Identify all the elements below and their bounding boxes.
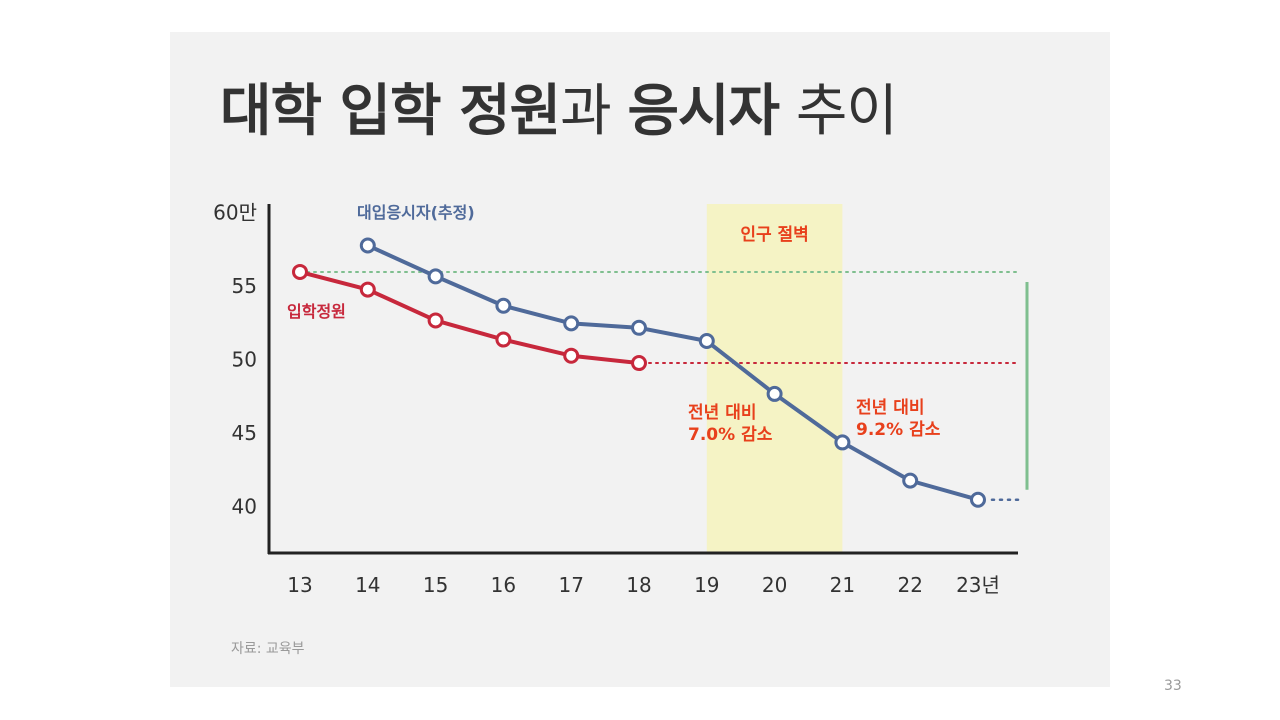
- quota-line: [299, 270, 640, 366]
- y-tick-label: 55: [232, 274, 257, 298]
- x-tick-label: 16: [491, 573, 516, 597]
- applicants-point: [766, 385, 783, 402]
- quota-point: [359, 281, 376, 298]
- y-tick-label: 45: [232, 421, 257, 445]
- page-number: 33: [1164, 678, 1182, 694]
- x-tick-label: 17: [558, 573, 583, 597]
- applicants-point: [495, 297, 512, 314]
- applicants-point: [631, 319, 647, 336]
- quota-point: [427, 312, 444, 329]
- quota-series-label: 입학정원: [287, 302, 346, 321]
- quota-point: [292, 263, 308, 280]
- y-tick-label: 40: [232, 495, 257, 519]
- annotation-line: 9.2% 감소: [856, 420, 941, 440]
- quota-point: [631, 355, 647, 372]
- x-tick-label: 13: [287, 573, 312, 597]
- decline-annotation: 전년 대비 7.0% 감소: [688, 403, 773, 445]
- population-cliff-band: [706, 204, 843, 554]
- annotation-line: 전년 대비: [688, 403, 756, 423]
- x-tick-label: 22: [897, 573, 922, 597]
- applicants-point: [563, 315, 580, 332]
- source-note: 자료: 교육부: [231, 641, 305, 657]
- applicants-point: [902, 472, 919, 489]
- title-part-applicants: 응시자: [627, 79, 780, 144]
- title-part-quota: 대학 입학 정원: [220, 79, 561, 144]
- quota-point: [495, 331, 512, 348]
- x-tick-label: 21: [830, 573, 855, 597]
- x-tick-label: 14: [355, 573, 380, 597]
- applicants-series-label: 대입응시자(추정): [357, 203, 475, 222]
- page-title: 대학 입학 정원과 응시자 추이: [220, 72, 898, 152]
- annotation-line: 7.0% 감소: [688, 425, 773, 445]
- x-tick-label: 23년: [956, 573, 1000, 597]
- x-tick-label: 20: [762, 573, 787, 597]
- decline-annotation: 전년 대비 9.2% 감소: [856, 398, 941, 440]
- x-tick-label: 15: [423, 573, 448, 597]
- y-tick-label: 60만: [213, 201, 257, 225]
- quota-point: [563, 347, 580, 364]
- applicants-point: [359, 237, 376, 254]
- x-tick-label: 18: [626, 573, 651, 597]
- y-tick-label: 50: [232, 348, 257, 372]
- band-label: 인구 절벽: [740, 224, 808, 245]
- title-part-and: 과: [560, 79, 628, 144]
- x-tick-label: 19: [694, 573, 719, 597]
- applicants-point: [698, 333, 715, 350]
- applicants-point: [970, 491, 986, 508]
- applicants-point: [834, 434, 851, 451]
- applicants-line: [366, 243, 979, 502]
- title-part-trend: 추이: [779, 79, 898, 144]
- applicants-point: [427, 268, 444, 285]
- annotation-line: 전년 대비: [856, 398, 924, 418]
